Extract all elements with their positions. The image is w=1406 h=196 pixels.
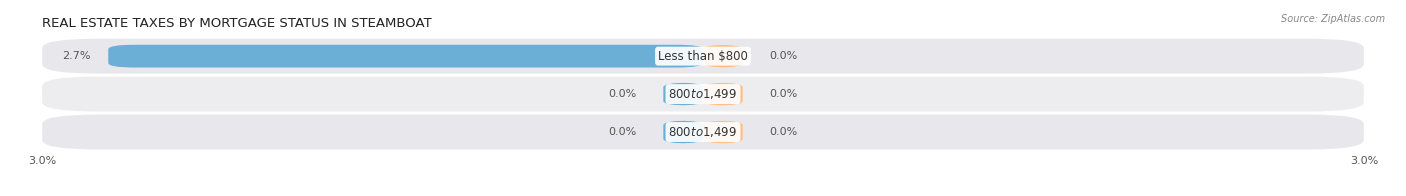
- Text: 0.0%: 0.0%: [769, 127, 797, 137]
- Text: 0.0%: 0.0%: [769, 89, 797, 99]
- FancyBboxPatch shape: [42, 77, 1364, 112]
- Text: Source: ZipAtlas.com: Source: ZipAtlas.com: [1281, 14, 1385, 24]
- Text: 0.0%: 0.0%: [609, 127, 637, 137]
- FancyBboxPatch shape: [664, 83, 703, 105]
- FancyBboxPatch shape: [703, 121, 742, 143]
- Text: 2.7%: 2.7%: [62, 51, 90, 61]
- FancyBboxPatch shape: [108, 45, 703, 68]
- FancyBboxPatch shape: [703, 83, 742, 105]
- Text: 0.0%: 0.0%: [769, 51, 797, 61]
- Text: REAL ESTATE TAXES BY MORTGAGE STATUS IN STEAMBOAT: REAL ESTATE TAXES BY MORTGAGE STATUS IN …: [42, 17, 432, 30]
- FancyBboxPatch shape: [703, 45, 742, 68]
- FancyBboxPatch shape: [42, 115, 1364, 150]
- FancyBboxPatch shape: [664, 121, 703, 143]
- Text: Less than $800: Less than $800: [658, 50, 748, 63]
- Text: 0.0%: 0.0%: [609, 89, 637, 99]
- Text: $800 to $1,499: $800 to $1,499: [668, 87, 738, 101]
- Text: $800 to $1,499: $800 to $1,499: [668, 125, 738, 139]
- FancyBboxPatch shape: [42, 39, 1364, 74]
